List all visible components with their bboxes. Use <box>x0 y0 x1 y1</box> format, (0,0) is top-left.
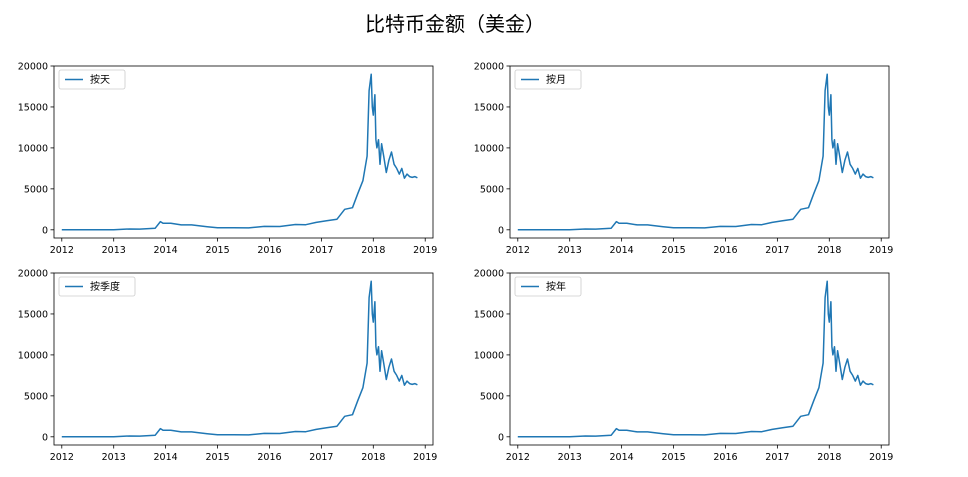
price-series-line <box>61 280 418 438</box>
legend-label: 按季度 <box>90 280 120 293</box>
legend-label: 按月 <box>546 73 566 86</box>
price-series-line <box>61 73 418 231</box>
subplot-4: 2012 2013 2014 2015 2016 2017 2018 2019 0 5000 100… <box>474 269 894 464</box>
y-tick-label: 0 <box>42 432 48 443</box>
figure-title: 比特币金额（美金） <box>365 12 545 36</box>
y-tick-label: 10000 <box>18 350 48 361</box>
axes-frame <box>509 272 890 446</box>
legend-box <box>58 276 136 297</box>
x-tick-label: 2014 <box>154 452 178 463</box>
x-tick-label: 2015 <box>661 245 685 256</box>
x-tick-label: 2013 <box>558 452 582 463</box>
subplot-2: 2012 2013 2014 2015 2016 2017 2018 2019 0 5000 100… <box>474 62 894 257</box>
legend-box <box>514 69 582 90</box>
x-tick-label: 2016 <box>713 245 737 256</box>
x-tick-label: 2016 <box>257 245 281 256</box>
price-series-line <box>517 280 874 438</box>
x-tick-label: 2017 <box>765 245 789 256</box>
x-tick-label: 2018 <box>817 245 841 256</box>
x-tick-label: 2013 <box>558 245 582 256</box>
x-tick-label: 2012 <box>50 245 74 256</box>
x-tick-label: 2019 <box>869 452 893 463</box>
price-series-line <box>517 73 874 231</box>
axes-frame <box>53 65 434 239</box>
subplot-1: 2012 2013 2014 2015 2016 2017 2018 2019 0 5000 100… <box>18 62 438 257</box>
x-tick-label: 2019 <box>413 245 437 256</box>
x-tick-label: 2015 <box>205 452 229 463</box>
y-tick-label: 15000 <box>18 102 48 113</box>
x-tick-label: 2017 <box>765 452 789 463</box>
x-tick-label: 2016 <box>257 452 281 463</box>
y-tick-label: 20000 <box>18 269 48 280</box>
x-tick-label: 2012 <box>506 452 530 463</box>
y-tick-label: 5000 <box>24 391 48 402</box>
x-tick-label: 2016 <box>713 452 737 463</box>
x-tick-label: 2015 <box>205 245 229 256</box>
legend-label: 按天 <box>90 73 110 86</box>
x-tick-label: 2014 <box>154 245 178 256</box>
x-tick-label: 2019 <box>869 245 893 256</box>
x-tick-label: 2015 <box>661 452 685 463</box>
y-tick-label: 0 <box>498 432 504 443</box>
legend-label: 按年 <box>546 280 566 293</box>
y-tick-label: 0 <box>42 225 48 236</box>
x-tick-label: 2014 <box>610 245 634 256</box>
x-tick-label: 2017 <box>309 452 333 463</box>
legend-box <box>58 69 126 90</box>
x-tick-label: 2018 <box>817 452 841 463</box>
x-tick-label: 2014 <box>610 452 634 463</box>
y-tick-label: 5000 <box>480 184 504 195</box>
x-tick-label: 2017 <box>309 245 333 256</box>
y-tick-label: 10000 <box>474 143 504 154</box>
legend-box <box>514 276 582 297</box>
y-tick-label: 20000 <box>18 62 48 73</box>
y-tick-label: 5000 <box>24 184 48 195</box>
x-tick-label: 2012 <box>50 452 74 463</box>
x-tick-label: 2019 <box>413 452 437 463</box>
x-tick-label: 2018 <box>361 245 385 256</box>
y-tick-label: 15000 <box>18 309 48 320</box>
y-tick-label: 15000 <box>474 309 504 320</box>
subplot-3: 2012 2013 2014 2015 2016 2017 2018 2019 0 5000 100… <box>18 269 438 464</box>
y-tick-label: 10000 <box>474 350 504 361</box>
y-tick-label: 20000 <box>474 269 504 280</box>
y-tick-label: 15000 <box>474 102 504 113</box>
y-tick-label: 10000 <box>18 143 48 154</box>
axes-frame <box>509 65 890 239</box>
y-tick-label: 5000 <box>480 391 504 402</box>
axes-frame <box>53 272 434 446</box>
x-tick-label: 2013 <box>102 452 126 463</box>
y-tick-label: 0 <box>498 225 504 236</box>
y-tick-label: 20000 <box>474 62 504 73</box>
x-tick-label: 2012 <box>506 245 530 256</box>
x-tick-label: 2018 <box>361 452 385 463</box>
x-tick-label: 2013 <box>102 245 126 256</box>
